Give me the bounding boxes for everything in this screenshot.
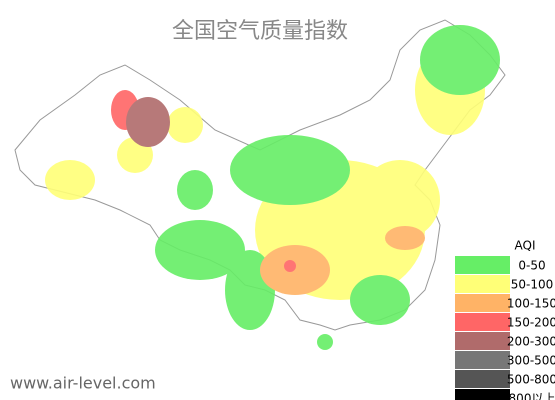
legend-row-bg [510,332,555,350]
area [230,135,350,205]
legend-row-bg [510,389,555,400]
title: 全国空气质量指数 [172,19,348,44]
legend-swatch [455,332,510,350]
area [155,220,245,280]
legend-row-bg [510,313,555,331]
legend-swatch [455,256,510,274]
legend-swatch [455,351,510,369]
legend-label: 200-300 [507,335,555,349]
legend-row-bg [510,275,555,293]
legend-row-bg [510,256,555,274]
legend-swatch [455,313,510,331]
legend-swatch [455,370,510,388]
area [260,245,330,295]
area [350,275,410,325]
area [126,97,170,147]
legend-title: AQI [515,239,536,253]
area [385,226,425,250]
map [14,19,506,350]
legend-row-bg [510,294,555,312]
legend-swatch [455,275,510,293]
legend-swatch [455,389,510,400]
area [317,334,333,350]
legend-label: 500-800 [507,373,555,387]
aqi-areas [45,25,500,350]
legend-label: 100-150 [507,297,555,311]
legend-label: 300-500 [507,354,555,368]
legend-label: 150-200 [507,316,555,330]
area [420,25,500,95]
area [177,170,213,210]
area [360,160,440,240]
legend-label: 50-100 [511,278,554,292]
legend-label: 800以上 [509,392,555,400]
area [167,107,203,143]
legend-row-bg [510,370,555,388]
legend-row-bg [510,351,555,369]
footer: www.air-level.com [10,374,156,393]
legend-label: 0-50 [518,259,545,273]
area [45,160,95,200]
legend: 0-50 50-100 100-150 150-200 200-300 300-500 50… [455,256,555,400]
area [284,260,296,272]
legend-swatch [455,294,510,312]
